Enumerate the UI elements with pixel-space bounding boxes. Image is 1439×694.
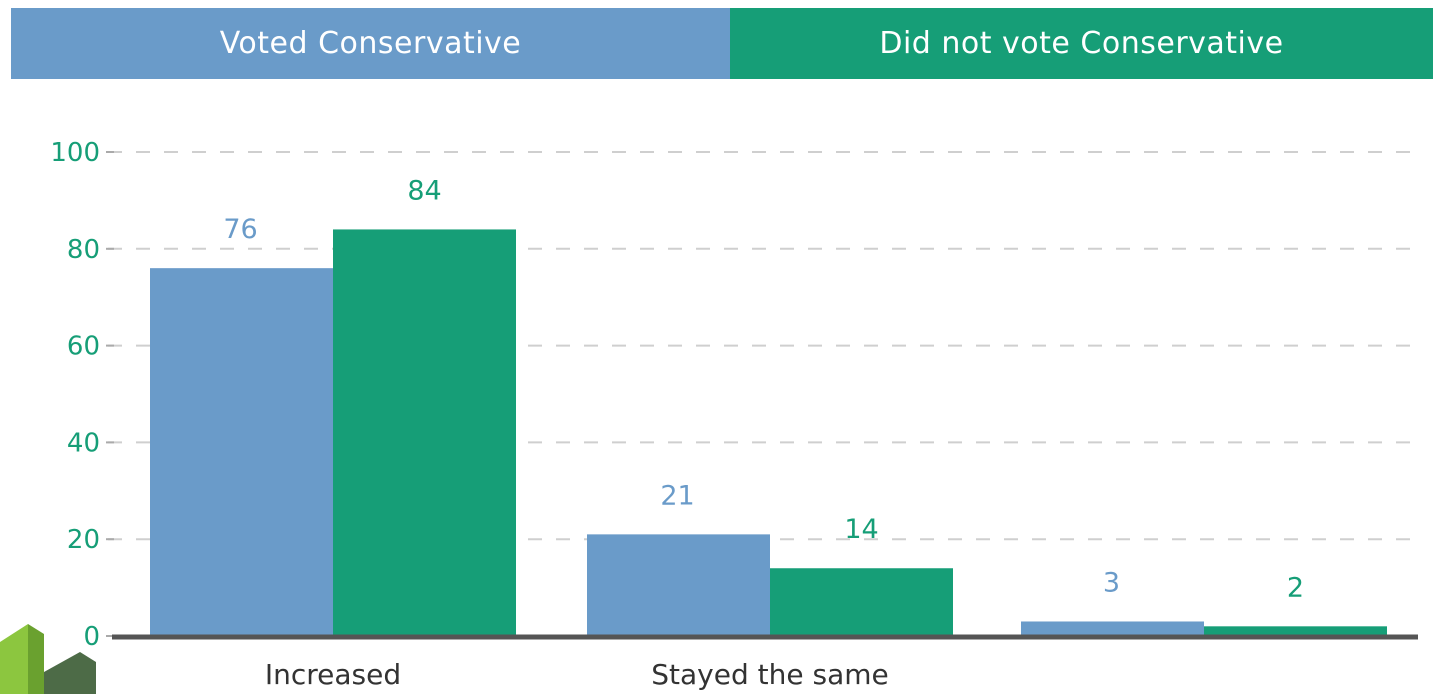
- legend: Voted Conservative Did not vote Conserva…: [11, 8, 1433, 79]
- y-tick-label: 0: [83, 622, 100, 652]
- bar: [1021, 621, 1204, 636]
- y-tick-label: 60: [67, 332, 100, 362]
- category-label: Increased: [265, 658, 401, 691]
- bar: [150, 268, 333, 636]
- y-axis: 0 20 40 60 80 100: [50, 138, 114, 652]
- bar: [587, 534, 770, 636]
- y-tick-label: 40: [67, 428, 100, 458]
- logo-shape-back: [44, 652, 96, 694]
- legend-item-did-not-vote-conservative: Did not vote Conservative: [730, 8, 1433, 79]
- bars: [150, 229, 1387, 636]
- y-tick-label: 20: [67, 525, 100, 555]
- category-labels: Increased Stayed the same: [265, 658, 889, 691]
- y-tick-label: 100: [50, 138, 100, 168]
- value-label: 3: [1103, 567, 1120, 598]
- value-label: 84: [407, 175, 441, 206]
- y-tick-label: 80: [67, 235, 100, 265]
- value-label: 76: [223, 214, 257, 245]
- logo: [0, 624, 96, 694]
- bar: [333, 229, 516, 636]
- value-label: 14: [844, 514, 878, 545]
- bar: [770, 568, 953, 636]
- bar: [1204, 626, 1387, 636]
- legend-label-did-not-vote-conservative: Did not vote Conservative: [879, 26, 1284, 61]
- value-label: 21: [660, 480, 694, 511]
- logo-shape-front: [0, 624, 28, 694]
- value-label: 2: [1287, 572, 1304, 603]
- category-label: Stayed the same: [651, 658, 888, 691]
- value-labels: 76 84 21 14 3 2: [223, 175, 1304, 603]
- logo-shape-side: [28, 624, 44, 694]
- legend-label-voted-conservative: Voted Conservative: [219, 26, 522, 61]
- legend-item-voted-conservative: Voted Conservative: [11, 8, 730, 79]
